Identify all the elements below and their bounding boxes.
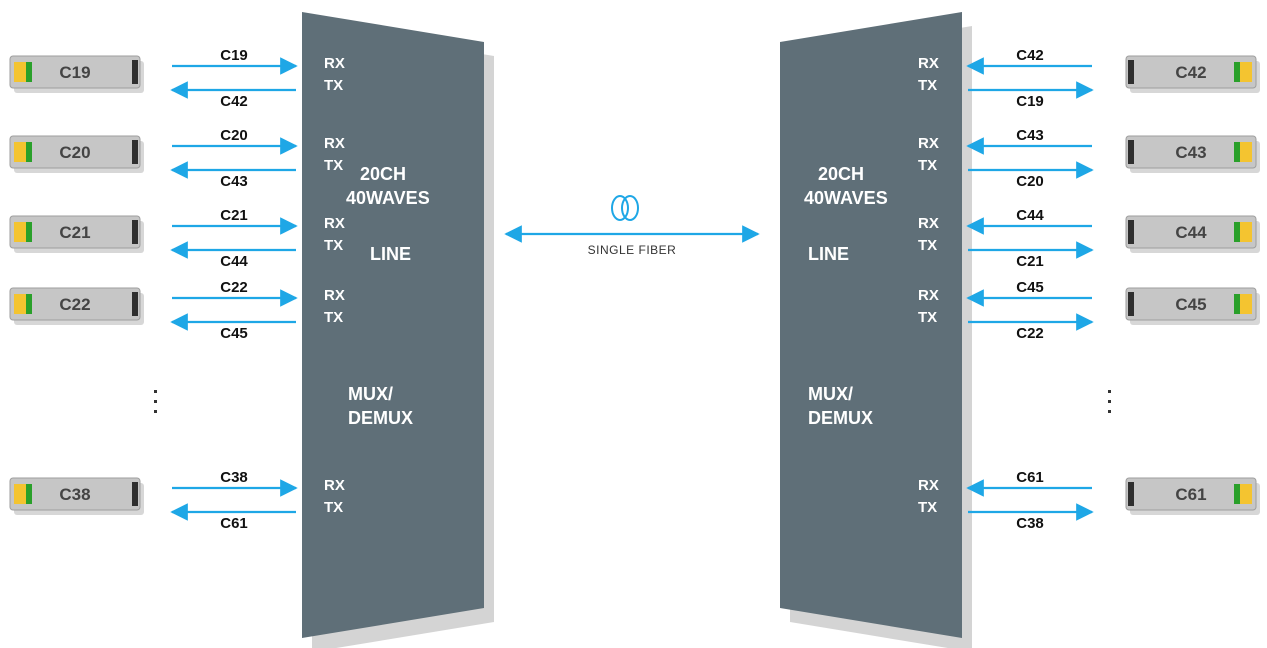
module-C61: C61 xyxy=(1126,478,1260,515)
module-C43: C43 xyxy=(1126,136,1260,173)
tx-label-left-0: TX xyxy=(324,77,343,94)
fiber-icon xyxy=(612,196,638,220)
module-label-C61: C61 xyxy=(1175,485,1206,504)
rx-label-left-3: RX xyxy=(324,287,345,304)
module-C22: C22 xyxy=(10,288,144,325)
arrow-label-bot-left-0: C42 xyxy=(220,93,248,110)
arrow-label-bot-left-3: C45 xyxy=(220,325,248,342)
rx-label-right-2: RX xyxy=(918,215,939,232)
ellipsis-dot-right xyxy=(1108,400,1111,403)
tx-label-right-2: TX xyxy=(918,237,937,254)
arrow-label-bot-left-4: C61 xyxy=(220,515,248,532)
rx-label-left-0: RX xyxy=(324,55,345,72)
rx-label-left-4: RX xyxy=(324,477,345,494)
ellipsis-dot-left xyxy=(154,400,157,403)
module-C20: C20 xyxy=(10,136,144,173)
arrow-label-top-left-4: C38 xyxy=(220,469,248,486)
arrow-label-top-left-2: C21 xyxy=(220,207,248,224)
module-label-C43: C43 xyxy=(1175,143,1206,162)
tx-label-left-4: TX xyxy=(324,499,343,516)
arrow-label-top-left-3: C22 xyxy=(220,279,248,296)
arrow-label-bot-right-2: C21 xyxy=(1016,253,1044,270)
module-C21: C21 xyxy=(10,216,144,253)
svg-text:20CH: 20CH xyxy=(818,164,864,184)
ellipsis-dot-left xyxy=(154,410,157,413)
svg-text:40WAVES: 40WAVES xyxy=(346,188,430,208)
svg-text:LINE: LINE xyxy=(808,244,849,264)
module-label-C38: C38 xyxy=(59,485,90,504)
tx-label-left-2: TX xyxy=(324,237,343,254)
arrow-label-top-right-4: C61 xyxy=(1016,469,1044,486)
module-label-C22: C22 xyxy=(59,295,90,314)
tx-label-right-1: TX xyxy=(918,157,937,174)
single-fiber-label: SINGLE FIBER xyxy=(588,243,677,257)
svg-text:40WAVES: 40WAVES xyxy=(804,188,888,208)
tx-label-right-3: TX xyxy=(918,309,937,326)
arrow-label-top-left-0: C19 xyxy=(220,47,248,64)
arrow-label-top-right-0: C42 xyxy=(1016,47,1044,64)
tx-label-right-4: TX xyxy=(918,499,937,516)
svg-text:MUX/: MUX/ xyxy=(808,384,853,404)
rx-label-right-0: RX xyxy=(918,55,939,72)
svg-text:20CH: 20CH xyxy=(360,164,406,184)
module-label-C44: C44 xyxy=(1175,223,1207,242)
arrow-label-bot-right-0: C19 xyxy=(1016,93,1044,110)
ellipsis-dot-right xyxy=(1108,390,1111,393)
diagram-canvas: 20CH 40WAVES LINE MUX/DEMUX RX TX RX TX RX TX RX TX… xyxy=(0,0,1267,648)
tx-label-left-3: TX xyxy=(324,309,343,326)
module-label-C45: C45 xyxy=(1175,295,1206,314)
svg-text:MUX/: MUX/ xyxy=(348,384,393,404)
rx-label-right-4: RX xyxy=(918,477,939,494)
module-C19: C19 xyxy=(10,56,144,93)
rx-label-left-1: RX xyxy=(324,135,345,152)
arrow-label-bot-left-1: C43 xyxy=(220,173,248,190)
rx-label-right-1: RX xyxy=(918,135,939,152)
arrow-label-top-left-1: C20 xyxy=(220,127,248,144)
rx-label-left-2: RX xyxy=(324,215,345,232)
module-C38: C38 xyxy=(10,478,144,515)
module-label-C21: C21 xyxy=(59,223,90,242)
module-C45: C45 xyxy=(1126,288,1260,325)
svg-text:DEMUX: DEMUX xyxy=(348,408,413,428)
ellipsis-dot-right xyxy=(1108,410,1111,413)
arrow-label-bot-right-1: C20 xyxy=(1016,173,1044,190)
rx-label-right-3: RX xyxy=(918,287,939,304)
arrow-label-top-right-1: C43 xyxy=(1016,127,1044,144)
arrow-label-bot-left-2: C44 xyxy=(220,253,248,270)
mux-left: 20CH 40WAVES LINE MUX/DEMUX RX TX RX TX RX TX RX TX… xyxy=(302,12,484,638)
svg-text:DEMUX: DEMUX xyxy=(808,408,873,428)
module-C42: C42 xyxy=(1126,56,1260,93)
ellipsis-dot-left xyxy=(154,390,157,393)
arrow-label-top-right-3: C45 xyxy=(1016,279,1044,296)
svg-text:LINE: LINE xyxy=(370,244,411,264)
module-C44: C44 xyxy=(1126,216,1260,253)
arrow-label-bot-right-3: C22 xyxy=(1016,325,1044,342)
module-label-C19: C19 xyxy=(59,63,90,82)
arrow-label-bot-right-4: C38 xyxy=(1016,515,1044,532)
module-label-C42: C42 xyxy=(1175,63,1206,82)
tx-label-left-1: TX xyxy=(324,157,343,174)
arrow-label-top-right-2: C44 xyxy=(1016,207,1044,224)
tx-label-right-0: TX xyxy=(918,77,937,94)
mux-right: 20CH 40WAVES LINE MUX/DEMUX RX TX RX TX RX TX RX TX… xyxy=(780,12,962,638)
module-label-C20: C20 xyxy=(59,143,90,162)
